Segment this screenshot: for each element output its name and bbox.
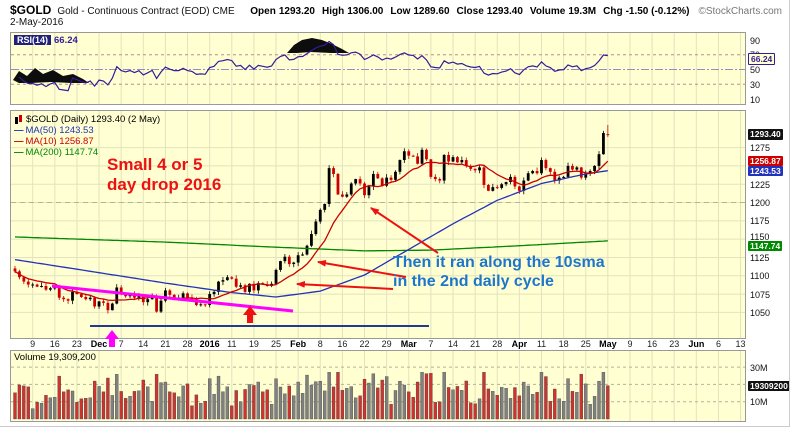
date-axis-label: 18 bbox=[558, 339, 569, 349]
volume-legend: Volume 19,309,200 bbox=[14, 352, 96, 363]
date-axis-label: 16 bbox=[337, 339, 348, 349]
legend-ma50: MA(50) 1243.53 bbox=[25, 125, 94, 136]
annotation-blue-note: Then it ran along the 10sma in the 2nd d… bbox=[393, 254, 605, 292]
rsi-tick-label: 30 bbox=[750, 79, 761, 90]
date-axis-label: 11 bbox=[227, 339, 237, 349]
watermark: ©StockCharts.com bbox=[698, 6, 782, 17]
quote-row: Open 1293.20 High 1306.00 Low 1289.60 Close 129… bbox=[243, 6, 689, 17]
date-axis-label: 21 bbox=[470, 339, 481, 349]
date-axis-label: Mar bbox=[400, 339, 417, 349]
rsi-box-label: 66.24 bbox=[748, 52, 776, 66]
date-axis-label: 29 bbox=[381, 339, 392, 349]
date-axis-label: 14 bbox=[447, 339, 458, 349]
quote-volume: Volume 19.3M bbox=[529, 6, 597, 17]
quote-low: Low 1289.60 bbox=[390, 6, 450, 17]
price-box-label: 1256.87 bbox=[748, 155, 783, 167]
volume-box-label: 19309200 bbox=[748, 380, 789, 392]
date-axis-label: 23 bbox=[71, 339, 82, 349]
date-axis-label: Jun bbox=[688, 339, 705, 349]
red-note-line2: day drop 2016 bbox=[107, 175, 222, 195]
ma10-swatch: — bbox=[14, 136, 24, 147]
rsi-tick-label: 50 bbox=[750, 65, 761, 75]
date-axis-label: Dec bbox=[90, 339, 108, 349]
date-axis-label: Feb bbox=[290, 339, 307, 349]
symbol: $GOLD bbox=[10, 3, 52, 17]
volume-plot bbox=[11, 351, 745, 421]
rsi-plot bbox=[11, 33, 745, 104]
price-tick-label: 1225 bbox=[750, 179, 771, 190]
date-axis-label: 6 bbox=[715, 339, 721, 349]
date-axis-label: 28 bbox=[182, 339, 193, 349]
date-axis-label: 14 bbox=[138, 339, 149, 349]
price-box-label: 1243.53 bbox=[748, 165, 783, 177]
date-axis-label: 23 bbox=[669, 339, 680, 349]
volume-legend-row: Volume 19,309,200 bbox=[14, 352, 96, 363]
chart-date: 2-May-2016 bbox=[10, 17, 64, 28]
price-box-label: 1147.74 bbox=[748, 240, 783, 252]
volume-tick-label: 10M bbox=[750, 397, 768, 408]
price-tick-label: 1100 bbox=[750, 271, 770, 282]
price-legend: $GOLD (Daily) 1293.40 (2 May) — MA(50) 12… bbox=[14, 114, 160, 158]
date-axis-label: 7 bbox=[428, 339, 434, 349]
date-axis-label: 19 bbox=[248, 339, 259, 349]
red-note-line1: Small 4 or 5 bbox=[107, 155, 203, 174]
date-axis-label: 9 bbox=[30, 339, 36, 349]
date-axis-label: May bbox=[599, 339, 617, 349]
legend-symbol: $GOLD (Daily) 1293.40 (2 May) bbox=[26, 114, 161, 125]
symbol-description: Gold - Continuous Contract (EOD) CME bbox=[57, 6, 235, 17]
legend-ma200: MA(200) 1147.74 bbox=[25, 147, 99, 158]
blue-note-line1: Then it ran along the 10sma bbox=[393, 254, 605, 271]
rsi-legend-row: RSI(14) 66.24 bbox=[14, 35, 78, 46]
quote-chg: Chg -1.50 (-0.12%) bbox=[603, 6, 690, 17]
date-axis-label: 7 bbox=[118, 339, 124, 349]
rsi-legend: RSI(14) bbox=[14, 35, 52, 45]
chart-type-icon bbox=[14, 114, 23, 125]
date-axis-label: 11 bbox=[536, 339, 547, 349]
quote-close: Close 1293.40 bbox=[456, 6, 523, 17]
volume-panel: Volume 19,309,200 bbox=[10, 350, 746, 422]
quote-high: High 1306.00 bbox=[322, 6, 384, 17]
blue-note-line2: in the 2nd daily cycle bbox=[393, 272, 554, 290]
quote-open: Open 1293.20 bbox=[250, 6, 315, 17]
price-box-label: 1293.40 bbox=[748, 129, 783, 140]
date-axis-label: 8 bbox=[317, 339, 323, 349]
annotation-red-note: Small 4 or 5 day drop 2016 bbox=[107, 155, 221, 195]
date-axis-label: 28 bbox=[492, 339, 503, 349]
ma50-swatch: — bbox=[14, 125, 24, 136]
rsi-tick-label: 90 bbox=[750, 35, 761, 46]
rsi-tick-label: 10 bbox=[750, 94, 761, 105]
rsi-panel: RSI(14) 66.24 bbox=[10, 32, 746, 105]
date-axis-label: 2016 bbox=[199, 339, 220, 349]
volume-tick-label: 30M bbox=[750, 362, 768, 373]
price-tick-label: 1175 bbox=[750, 216, 770, 227]
date-axis-label: 21 bbox=[160, 339, 171, 349]
price-tick-label: 1125 bbox=[750, 252, 770, 263]
rsi-value: 66.24 bbox=[54, 35, 78, 46]
price-tick-label: 1075 bbox=[750, 289, 771, 300]
date-axis-label: 22 bbox=[359, 339, 370, 349]
price-tick-label: 1150 bbox=[750, 231, 770, 242]
date-axis-label: Apr bbox=[511, 339, 528, 349]
ma200-swatch: — bbox=[14, 147, 24, 158]
legend-ma10: MA(10) 1256.87 bbox=[25, 136, 94, 147]
price-tick-label: 1275 bbox=[750, 143, 771, 154]
date-axis-label: 25 bbox=[271, 339, 282, 349]
date-axis-label: 16 bbox=[647, 339, 658, 349]
date-axis-label: 13 bbox=[735, 339, 746, 349]
price-tick-label: 1200 bbox=[750, 198, 771, 209]
price-tick-label: 1050 bbox=[750, 307, 771, 318]
date-axis-label: 25 bbox=[580, 339, 591, 349]
price-panel: $GOLD (Daily) 1293.40 (2 May) — MA(50) 12… bbox=[10, 110, 746, 339]
date-axis-label: 16 bbox=[49, 339, 60, 349]
date-axis-label: 9 bbox=[627, 339, 633, 349]
chart-header: $GOLD Gold - Continuous Contract (EOD) C… bbox=[10, 3, 782, 17]
